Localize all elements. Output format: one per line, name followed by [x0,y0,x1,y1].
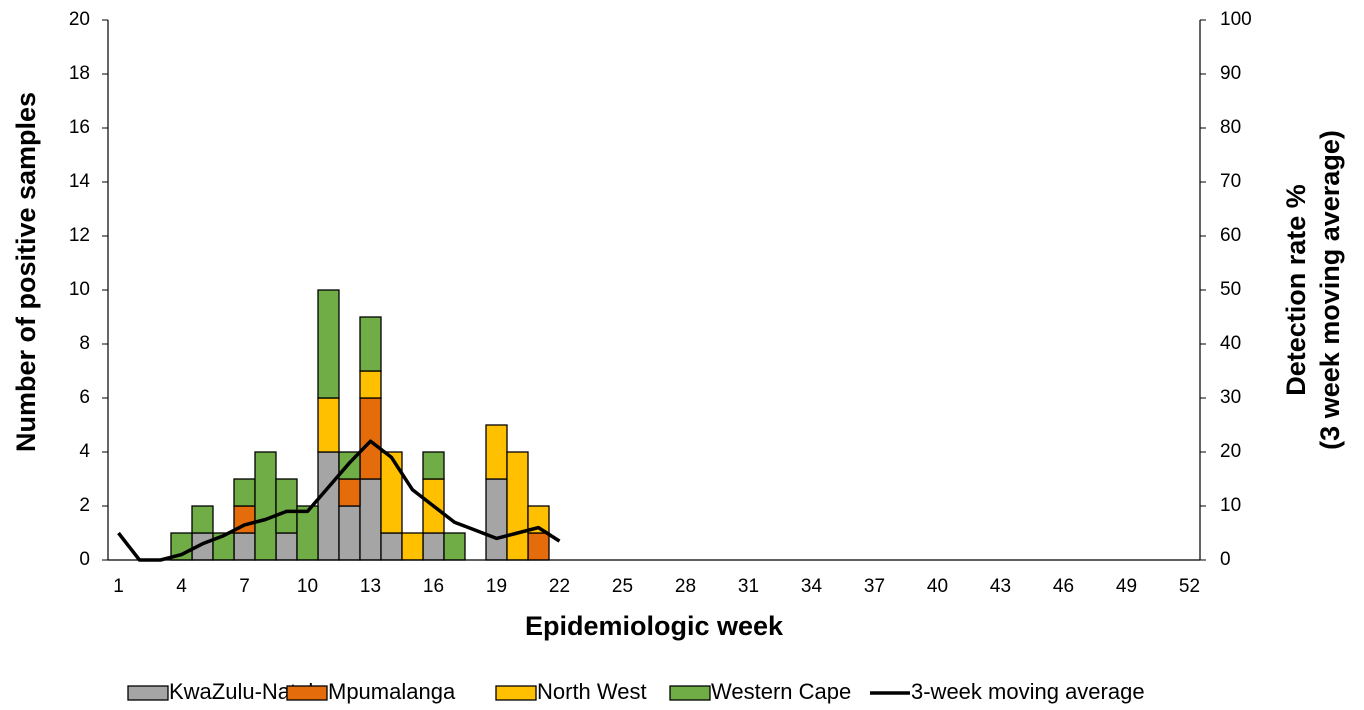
y2-tick-label: 80 [1220,117,1241,138]
x-tick-label: 52 [1179,576,1200,597]
x-tick-label: 4 [176,576,187,597]
legend-label: 3-week moving average [911,679,1145,704]
x-tick-label: 37 [864,576,885,597]
bar [275,478,298,534]
bar [422,451,445,480]
y-tick-label: 2 [79,495,90,516]
bar [317,451,340,561]
x-tick-label: 40 [927,576,948,597]
bar [506,451,529,561]
y-tick-label: 18 [69,63,90,84]
y2-tick-label: 40 [1220,333,1241,354]
legend-swatch [669,685,711,701]
bar [317,289,340,399]
x-tick-label: 16 [423,576,444,597]
bar [527,505,550,534]
x-tick-label: 10 [297,576,318,597]
bar [191,505,214,534]
y2-tick-label: 30 [1220,387,1241,408]
x-tick-label: 34 [801,576,823,597]
x-tick-label: 19 [486,576,507,597]
x-tick-label: 49 [1116,576,1137,597]
bar [359,397,382,480]
bar [527,532,550,561]
y2-axis-title: Detection rate % [1281,184,1311,396]
bar [338,505,361,561]
y-tick-label: 12 [69,225,90,246]
bar [359,316,382,372]
bar [338,478,361,507]
y2-tick-label: 60 [1220,225,1241,246]
y-tick-label: 0 [79,549,90,570]
y-tick-label: 16 [69,117,90,138]
bar [296,505,319,561]
bar [233,478,256,507]
bar [233,532,256,561]
y2-tick-label: 20 [1220,441,1241,462]
y-tick-label: 4 [79,441,90,462]
x-tick-label: 22 [549,576,570,597]
y2-tick-label: 90 [1220,63,1241,84]
y-tick-label: 10 [69,279,90,300]
bar [359,370,382,399]
bar [317,397,340,453]
x-tick-label: 7 [239,576,250,597]
legend-swatch [286,685,328,701]
y2-tick-label: 50 [1220,279,1241,300]
x-tick-label: 25 [612,576,633,597]
legend-label: Mpumalanga [328,679,456,704]
bar [485,478,508,561]
x-tick-label: 43 [990,576,1011,597]
x-tick-label: 31 [738,576,759,597]
line [117,439,561,562]
y-tick-label: 6 [79,387,90,408]
bar [443,532,466,561]
legend-swatch [127,685,169,701]
legend-label: Western Cape [711,679,851,704]
y2-tick-label: 70 [1220,171,1241,192]
x-tick-label: 46 [1053,576,1074,597]
y2-tick-label: 10 [1220,495,1241,516]
x-axis-title: Epidemiologic week [525,611,784,641]
y2-axis-title: (3 week moving average) [1315,130,1345,450]
bar [359,478,382,561]
bar [422,532,445,561]
bar [485,424,508,480]
y-tick-label: 8 [79,333,90,354]
bar [275,532,298,561]
y-axis-title: Number of positive samples [11,92,41,452]
y2-tick-label: 0 [1220,549,1231,570]
bar [380,532,403,561]
x-tick-label: 1 [113,576,124,597]
y2-tick-label: 100 [1220,9,1252,30]
legend-label: North West [537,679,647,704]
bar [254,451,277,561]
y-tick-label: 14 [69,171,91,192]
legend-swatch [495,685,537,701]
bar [401,532,424,561]
y-tick-label: 20 [69,9,90,30]
x-tick-label: 28 [675,576,696,597]
bar [380,451,403,534]
x-tick-label: 13 [360,576,381,597]
